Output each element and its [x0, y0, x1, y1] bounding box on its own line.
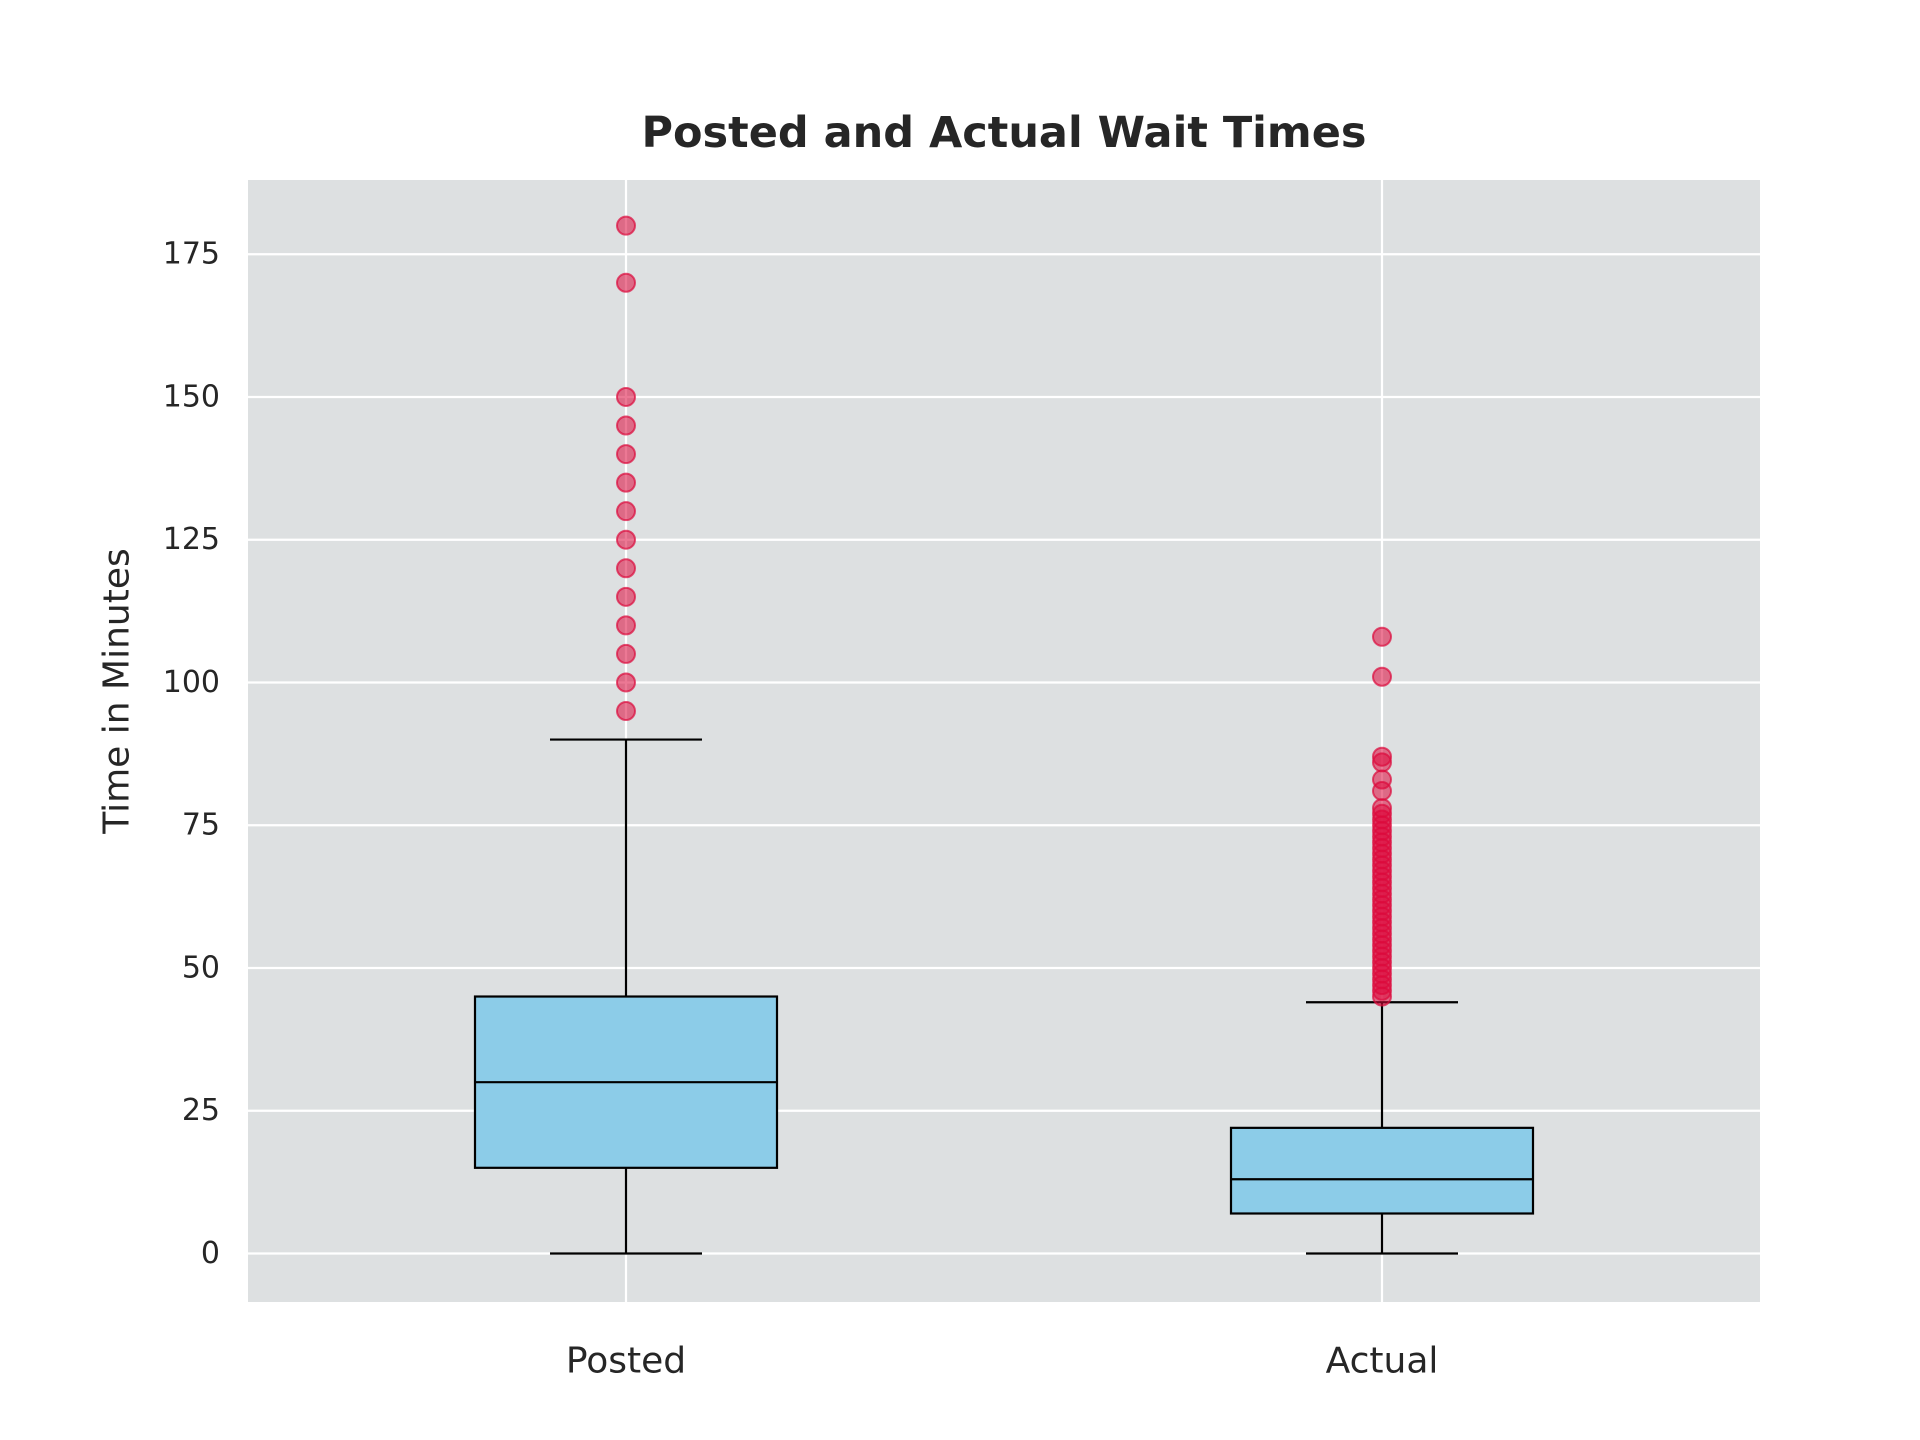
- y-tick-label: 0: [201, 1236, 220, 1271]
- outlier-point: [616, 672, 636, 693]
- y-tick-label: 25: [182, 1093, 220, 1128]
- y-tick-label: 50: [182, 950, 220, 985]
- outlier-point: [616, 701, 636, 722]
- outlier-point: [616, 472, 636, 493]
- outlier-point: [1372, 798, 1392, 819]
- outlier-point: [616, 444, 636, 465]
- outlier-point: [616, 501, 636, 522]
- outlier-point: [616, 529, 636, 550]
- x-tick-label: Posted: [566, 1341, 686, 1382]
- y-tick-label: 75: [182, 808, 220, 843]
- outlier-point: [616, 586, 636, 607]
- outlier-point: [616, 558, 636, 579]
- y-tick-label: 100: [163, 665, 220, 700]
- outlier-point: [616, 215, 636, 236]
- outlier-point: [616, 643, 636, 664]
- outliers: [616, 215, 1392, 1007]
- y-axis-label: Time in Minutes: [97, 548, 138, 835]
- outlier-point: [1372, 626, 1392, 647]
- y-tick-label: 150: [163, 379, 220, 414]
- box: [1229, 1126, 1535, 1215]
- y-tick-label: 125: [163, 522, 220, 557]
- box-group-actual: [1229, 1001, 1535, 1255]
- box-group-posted: [473, 738, 779, 1255]
- outlier-point: [616, 615, 636, 636]
- outlier-point: [616, 415, 636, 436]
- outlier-point: [1372, 666, 1392, 687]
- tick-labels: 0 25 50 75 100 125 150 175 Posted Actual: [163, 237, 1439, 1382]
- outlier-point: [1372, 769, 1392, 790]
- outlier-point: [616, 272, 636, 293]
- x-tick-label: Actual: [1326, 1341, 1439, 1382]
- outlier-point: [1372, 746, 1392, 767]
- boxes: [473, 738, 1535, 1255]
- y-tick-label: 175: [163, 237, 220, 272]
- chart-title: Posted and Actual Wait Times: [642, 108, 1367, 158]
- outlier-point: [616, 386, 636, 407]
